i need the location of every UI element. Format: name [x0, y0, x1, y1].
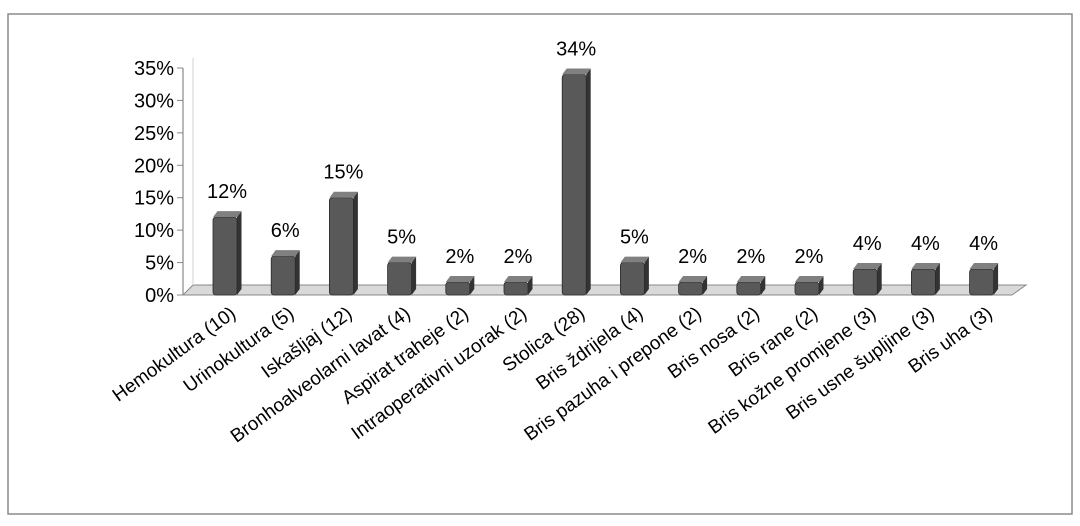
bar-top [736, 276, 766, 283]
bar-top [678, 276, 708, 283]
bar [911, 268, 936, 296]
bar [328, 197, 354, 296]
bar-top [445, 276, 475, 283]
bar [503, 281, 529, 296]
bar-top [620, 256, 649, 263]
bar [794, 281, 820, 296]
chart-floor [181, 284, 1028, 296]
bar-side [702, 276, 708, 295]
bar-side [644, 256, 649, 295]
y-tick-label: 30% [134, 90, 174, 112]
bar [270, 255, 296, 296]
bar-top [969, 263, 999, 270]
bar-top [329, 191, 358, 198]
bar [387, 262, 413, 296]
data-label: 4% [969, 233, 998, 255]
y-tick-label: 35% [134, 58, 174, 80]
bar-top [795, 276, 824, 283]
data-label: 34% [556, 38, 596, 60]
bar-side [353, 191, 358, 295]
bar-top [504, 276, 533, 283]
bar [678, 281, 703, 296]
bar [561, 74, 587, 296]
data-label: 12% [207, 181, 247, 203]
y-tick-label: 15% [134, 188, 174, 210]
bar [445, 281, 471, 296]
data-label: 2% [504, 246, 533, 268]
bar-side [760, 276, 766, 295]
y-tick-label: 25% [134, 123, 174, 145]
bar [852, 268, 878, 296]
y-tick-label: 10% [134, 220, 174, 242]
bar-side [528, 276, 533, 295]
bar-side [295, 250, 300, 295]
bar-side [411, 256, 417, 295]
bar-top [213, 211, 242, 218]
y-tick-label: 0% [145, 285, 174, 307]
data-label: 5% [387, 227, 416, 249]
data-label: 2% [795, 246, 824, 268]
data-label: 15% [323, 162, 363, 184]
y-tick-label: 5% [145, 253, 174, 275]
chart-frame-border [7, 13, 1073, 515]
bar-side [469, 276, 475, 295]
y-tick-label: 20% [134, 155, 174, 177]
bar-top [387, 256, 417, 263]
bar-side [819, 276, 824, 295]
bar [212, 216, 238, 296]
data-label: 5% [620, 227, 649, 249]
bar-top [562, 68, 591, 75]
data-label: 2% [445, 246, 474, 268]
bar-side [877, 263, 882, 295]
bar-side [935, 263, 940, 295]
data-label: 2% [736, 246, 765, 268]
data-label: 2% [678, 246, 707, 268]
bar-side [993, 263, 999, 295]
bar [736, 281, 762, 296]
bar-side [586, 68, 591, 295]
data-label: 4% [853, 233, 882, 255]
bar [620, 262, 645, 296]
data-label: 4% [911, 233, 940, 255]
bar-side [237, 211, 242, 295]
data-label: 6% [271, 220, 300, 242]
bar-top [853, 263, 882, 270]
bar [969, 268, 994, 296]
bar-top [911, 263, 940, 270]
bar-top [271, 250, 300, 257]
